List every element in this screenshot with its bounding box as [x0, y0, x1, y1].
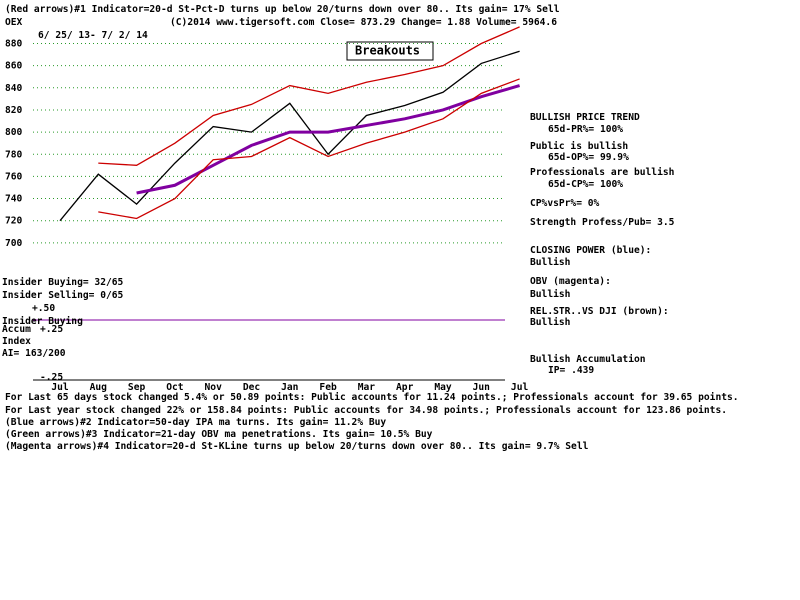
annotation: Insider Buying= 32/65	[2, 276, 124, 288]
x-tick-label: Apr	[396, 382, 414, 393]
y-tick-label: 860	[5, 61, 23, 72]
annotation: Strength Profess/Pub= 3.5	[530, 217, 675, 228]
x-tick-label: May	[434, 382, 452, 393]
x-tick-label: Sep	[128, 382, 146, 393]
annotation: OEX	[5, 17, 23, 28]
y-tick-label: 740	[5, 194, 23, 205]
annotation: CP%vsPr%= 0%	[530, 198, 600, 209]
annotation: Breakouts	[355, 44, 420, 58]
x-tick-label: Aug	[90, 382, 108, 393]
x-tick-label: Feb	[319, 382, 337, 393]
annotation: CLOSING POWER (blue):	[530, 245, 651, 256]
annotation: -.25	[40, 372, 63, 383]
x-tick-label: Jun	[473, 382, 491, 393]
y-tick-label: 760	[5, 171, 23, 182]
annotation: For Last year stock changed 22% or 158.8…	[5, 404, 727, 416]
annotation: Index	[2, 336, 31, 347]
annotation: +.25	[40, 324, 63, 335]
annotation: Bullish	[530, 316, 571, 328]
price-line	[59, 50, 520, 222]
annotation: 65d-PR%= 100%	[548, 124, 623, 135]
annotation: IP= .439	[548, 365, 594, 376]
y-tick-label: 800	[5, 127, 23, 138]
annotation: (Green arrows)#3 Indicator=21-day OBV ma…	[5, 428, 433, 440]
breakouts-box	[346, 41, 434, 61]
x-tick-label: Jul	[511, 382, 529, 393]
annotation: Accum	[2, 324, 31, 335]
annotation: REL.STR..VS DJI (brown):	[530, 306, 669, 317]
price-line	[136, 84, 521, 195]
x-tick-label: Mar	[358, 382, 376, 393]
y-tick-label: 720	[5, 216, 23, 227]
annotation: 6/ 25/ 13- 7/ 2/ 14	[38, 30, 148, 41]
y-tick-label: 880	[5, 39, 23, 50]
annotation: For Last 65 days stock changed 5.4% or 5…	[5, 391, 739, 403]
chart-title: (Red arrows)#1 Indicator=20-d St-Pct-D t…	[5, 3, 560, 15]
annotation: (Blue arrows)#2 Indicator=50-day IPA ma …	[5, 416, 386, 428]
annotation: Insider Buying	[2, 315, 83, 327]
y-tick-label: 700	[5, 238, 23, 249]
annotation: +.50	[32, 303, 55, 314]
annotation: 65d-CP%= 100%	[548, 179, 623, 190]
x-tick-label: Jan	[281, 382, 299, 393]
y-tick-label: 780	[5, 149, 23, 160]
y-tick-label: 820	[5, 105, 23, 116]
annotation: Bullish Accumulation	[530, 353, 646, 365]
annotation: (Magenta arrows)#4 Indicator=20-d St-KLi…	[5, 440, 589, 452]
x-tick-label: Nov	[205, 382, 223, 393]
y-tick-label: 840	[5, 83, 23, 94]
x-tick-label: Oct	[166, 382, 184, 393]
annotation: Professionals are bullish	[530, 166, 675, 178]
annotation: Bullish	[530, 288, 571, 300]
annotation: Public is bullish	[530, 140, 628, 152]
annotation: 65d-OP%= 99.9%	[548, 152, 629, 163]
x-tick-label: Jul	[51, 382, 69, 393]
annotation: Insider Selling= 0/65	[2, 289, 124, 301]
annotation: BULLISH PRICE TREND	[530, 112, 640, 123]
x-tick-label: Dec	[243, 382, 260, 393]
price-line	[98, 26, 520, 166]
annotation: OBV (magenta):	[530, 276, 611, 287]
annotation: AI= 163/200	[2, 348, 66, 359]
annotation: (C)2014 www.tigersoft.com Close= 873.29 …	[170, 16, 557, 28]
annotation: Bullish	[530, 256, 571, 268]
price-line	[98, 78, 520, 220]
